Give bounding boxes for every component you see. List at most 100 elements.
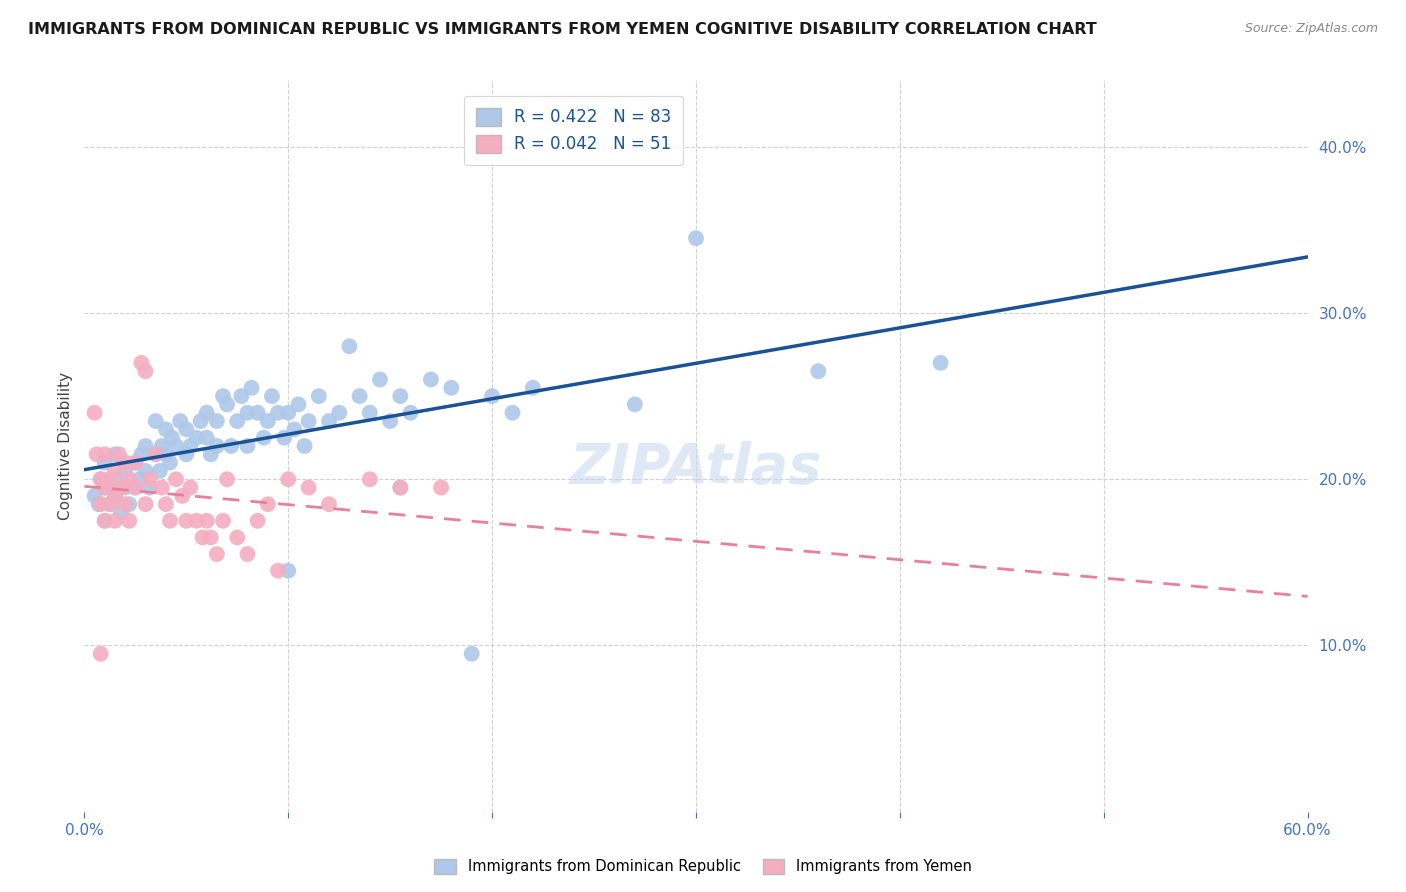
Point (138, 481, 160, 495)
Point (294, 439, 316, 453)
Point (318, 414, 340, 428)
Point (114, 464, 136, 478)
Point (155, 422, 177, 436)
Point (273, 431, 295, 445)
Point (150, 481, 173, 495)
Point (135, 497, 157, 511)
Point (124, 481, 146, 495)
Point (145, 414, 167, 428)
Point (195, 514, 218, 528)
Point (260, 389, 283, 403)
Text: IMMIGRANTS FROM DOMINICAN REPUBLIC VS IMMIGRANTS FROM YEMEN COGNITIVE DISABILITY: IMMIGRANTS FROM DOMINICAN REPUBLIC VS IM… (28, 22, 1097, 37)
Point (124, 456, 146, 470)
Point (277, 472, 299, 486)
Point (174, 422, 197, 436)
Point (287, 397, 309, 411)
Point (83, 406, 105, 420)
Point (212, 389, 235, 403)
Point (131, 447, 153, 461)
Point (217, 397, 239, 411)
Point (399, 406, 422, 420)
Point (212, 514, 235, 528)
Point (135, 439, 157, 453)
Point (231, 389, 253, 403)
Point (267, 564, 290, 578)
Point (226, 414, 249, 428)
Point (165, 472, 187, 486)
Point (159, 514, 181, 528)
Point (236, 547, 259, 561)
Point (236, 406, 259, 420)
Point (90, 472, 112, 486)
Point (481, 389, 503, 403)
Point (135, 464, 157, 478)
Point (97, 472, 120, 486)
Point (246, 514, 269, 528)
Point (86, 447, 108, 461)
Point (318, 497, 340, 511)
Point (110, 506, 132, 520)
Point (283, 422, 305, 436)
Point (339, 339, 361, 353)
Point (389, 389, 412, 403)
Point (93, 481, 115, 495)
Point (93, 514, 115, 528)
Point (420, 372, 443, 386)
Point (246, 406, 269, 420)
Point (93, 456, 115, 470)
Point (440, 381, 463, 395)
Point (124, 456, 146, 470)
Point (359, 472, 381, 486)
Point (191, 530, 214, 544)
Point (359, 406, 381, 420)
Point (389, 481, 412, 495)
Point (430, 481, 453, 495)
Point (277, 406, 299, 420)
Point (138, 472, 160, 486)
Y-axis label: Cognitive Disability: Cognitive Disability (58, 372, 73, 520)
Point (380, 414, 402, 428)
Point (104, 489, 127, 503)
Point (155, 497, 177, 511)
Point (90, 497, 112, 511)
Point (807, 364, 830, 378)
Point (205, 439, 228, 453)
Point (174, 447, 197, 461)
Point (174, 514, 197, 528)
Point (200, 447, 222, 461)
Point (155, 447, 177, 461)
Point (200, 530, 222, 544)
Point (929, 356, 952, 370)
Point (298, 414, 321, 428)
Point (502, 406, 524, 420)
Point (461, 647, 484, 661)
Point (118, 472, 141, 486)
Point (149, 464, 172, 478)
Point (165, 439, 187, 453)
Point (128, 472, 150, 486)
Point (131, 356, 153, 370)
Legend: Immigrants from Dominican Republic, Immigrants from Yemen: Immigrants from Dominican Republic, Immi… (429, 853, 977, 880)
Point (179, 481, 201, 495)
Point (190, 414, 212, 428)
Point (277, 564, 299, 578)
Point (389, 481, 412, 495)
Point (83, 489, 105, 503)
Point (93, 447, 115, 461)
Point (145, 447, 167, 461)
Point (100, 497, 122, 511)
Point (104, 514, 127, 528)
Point (253, 431, 276, 445)
Point (114, 481, 136, 495)
Point (114, 456, 136, 470)
Point (93, 514, 115, 528)
Text: ZIPAtlas: ZIPAtlas (569, 441, 823, 495)
Point (104, 489, 127, 503)
Point (108, 447, 131, 461)
Point (114, 497, 136, 511)
Point (159, 456, 181, 470)
Point (368, 372, 391, 386)
Point (150, 439, 173, 453)
Point (217, 472, 239, 486)
Point (87, 497, 110, 511)
